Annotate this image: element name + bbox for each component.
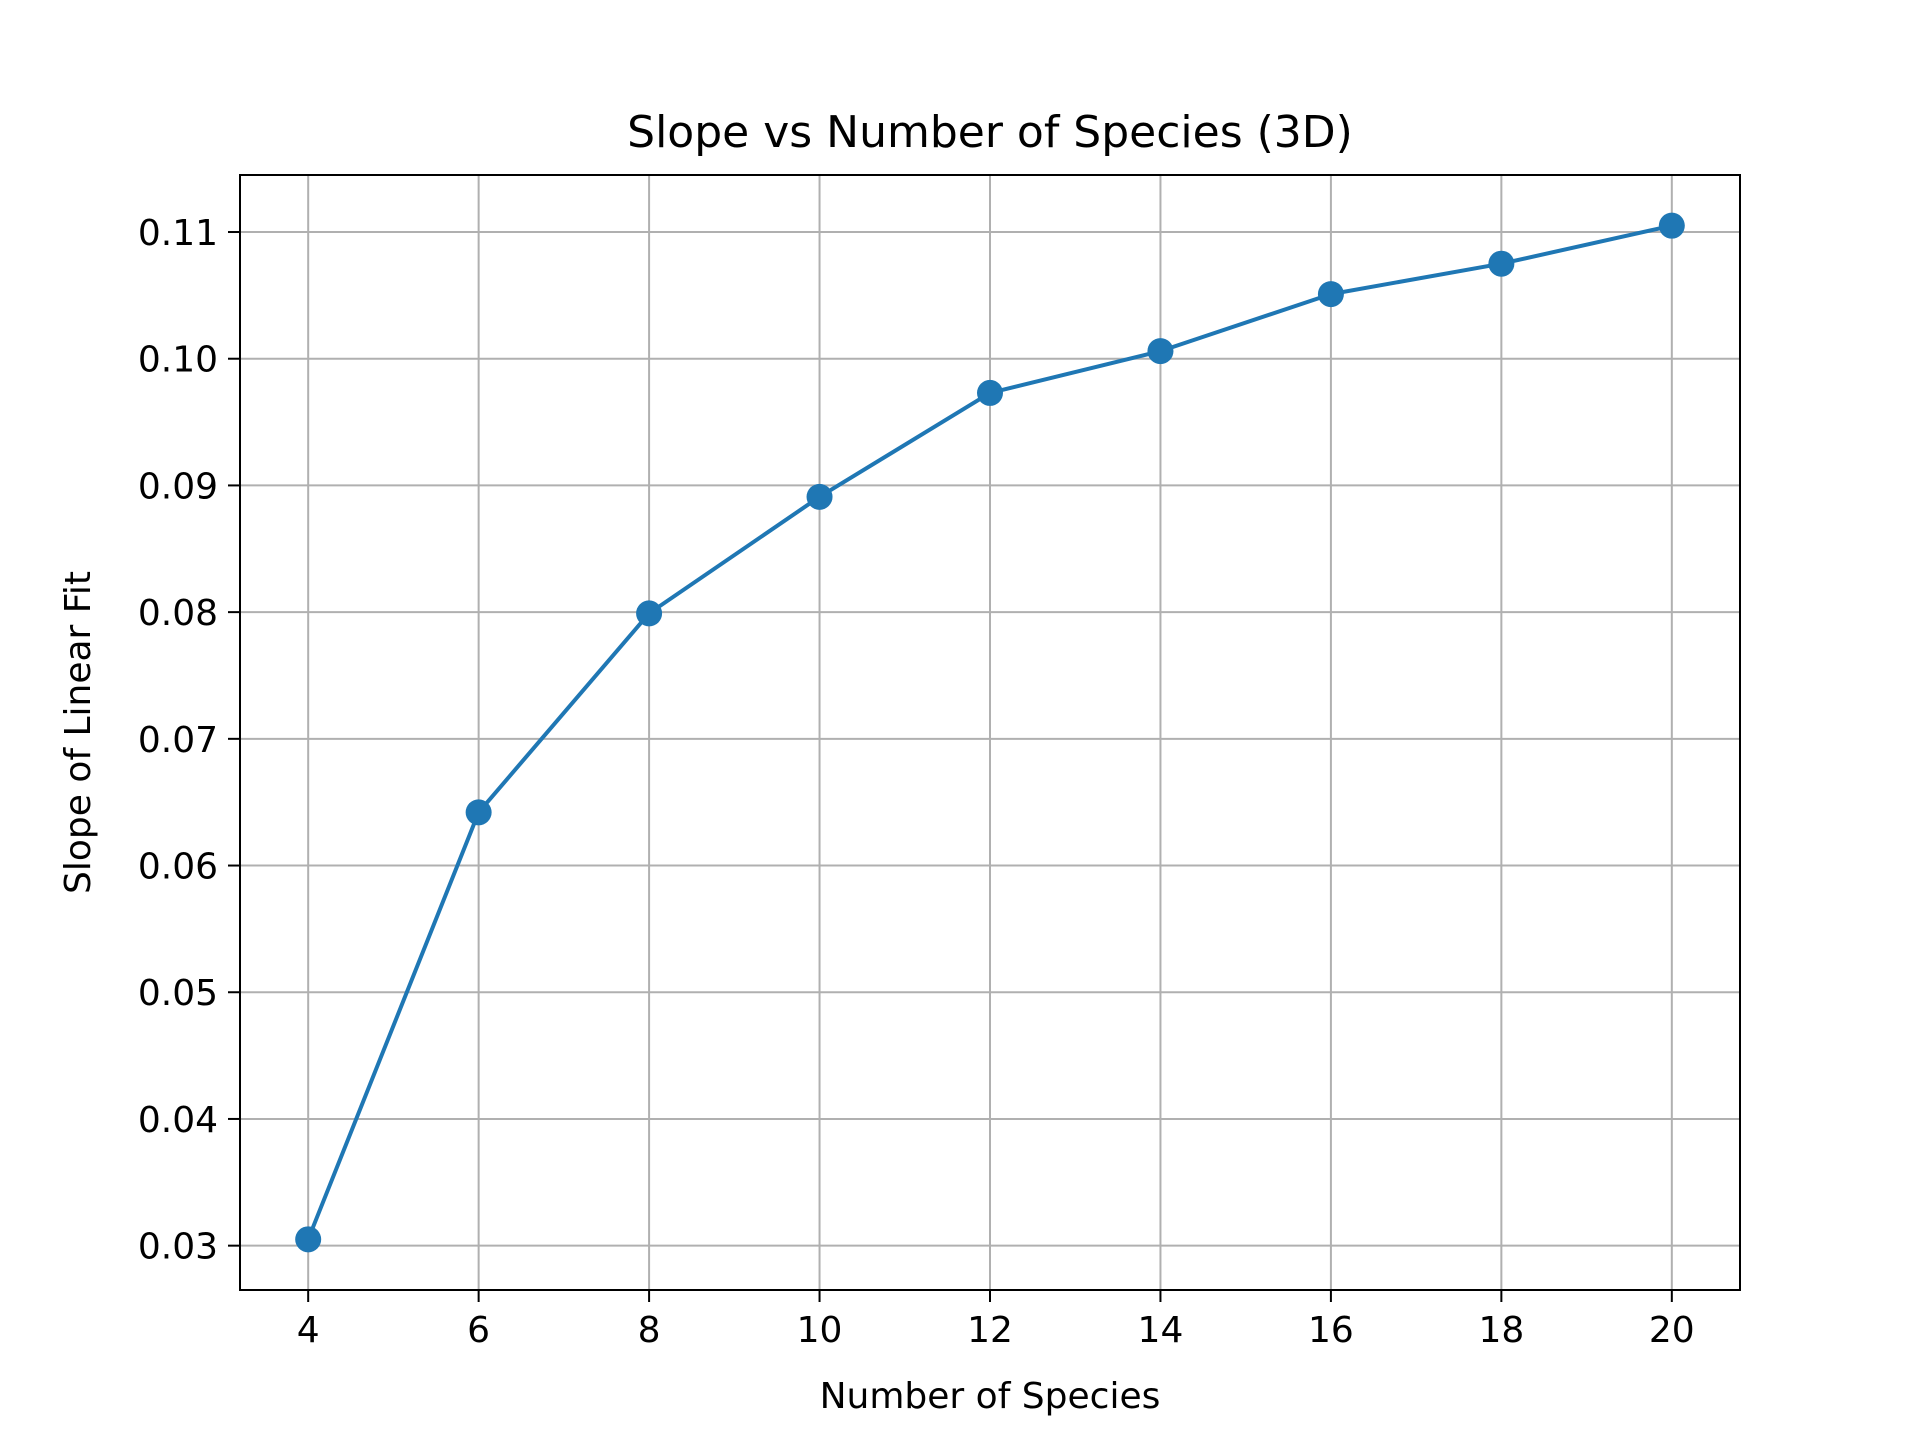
x-tick-label: 20 [1649, 1310, 1695, 1351]
x-tick-label: 12 [967, 1310, 1013, 1351]
x-tick-label: 14 [1138, 1310, 1184, 1351]
data-point [1317, 281, 1344, 308]
data-point [806, 483, 833, 510]
y-axis-label: Slope of Linear Fit [58, 571, 99, 894]
y-tick-label: 0.11 [138, 213, 218, 254]
data-point [977, 379, 1003, 406]
ticks: 4 6 8 10 12 14 16 18 20 0.03 0.04 0.05 0.06 0.07 0.08 0… [138, 213, 1695, 1351]
y-tick-label: 0.07 [138, 720, 218, 761]
x-tick-label: 16 [1308, 1310, 1354, 1351]
data-point [295, 1226, 322, 1253]
data-point [1147, 338, 1174, 365]
plot-frame [239, 174, 1741, 1291]
data-point [465, 799, 492, 826]
data-point [1488, 250, 1515, 277]
x-tick-label: 10 [797, 1310, 843, 1351]
y-tick-label: 0.06 [138, 847, 218, 888]
chart-title: Slope vs Number of Species (3D) [627, 107, 1353, 158]
y-tick-label: 0.09 [138, 466, 218, 507]
y-tick-label: 0.04 [138, 1100, 218, 1141]
x-tick-label: 4 [297, 1310, 320, 1351]
series [295, 212, 1685, 1253]
data-point [1658, 212, 1685, 239]
x-tick-label: 8 [638, 1310, 661, 1351]
y-tick-label: 0.03 [138, 1227, 218, 1268]
x-tick-label: 18 [1478, 1310, 1524, 1351]
x-tick-label: 6 [467, 1310, 490, 1351]
x-axis-label: Number of Species [820, 1376, 1161, 1417]
data-point [636, 600, 663, 627]
y-tick-label: 0.08 [138, 593, 218, 634]
y-tick-label: 0.05 [138, 973, 218, 1014]
y-tick-label: 0.10 [138, 340, 218, 381]
